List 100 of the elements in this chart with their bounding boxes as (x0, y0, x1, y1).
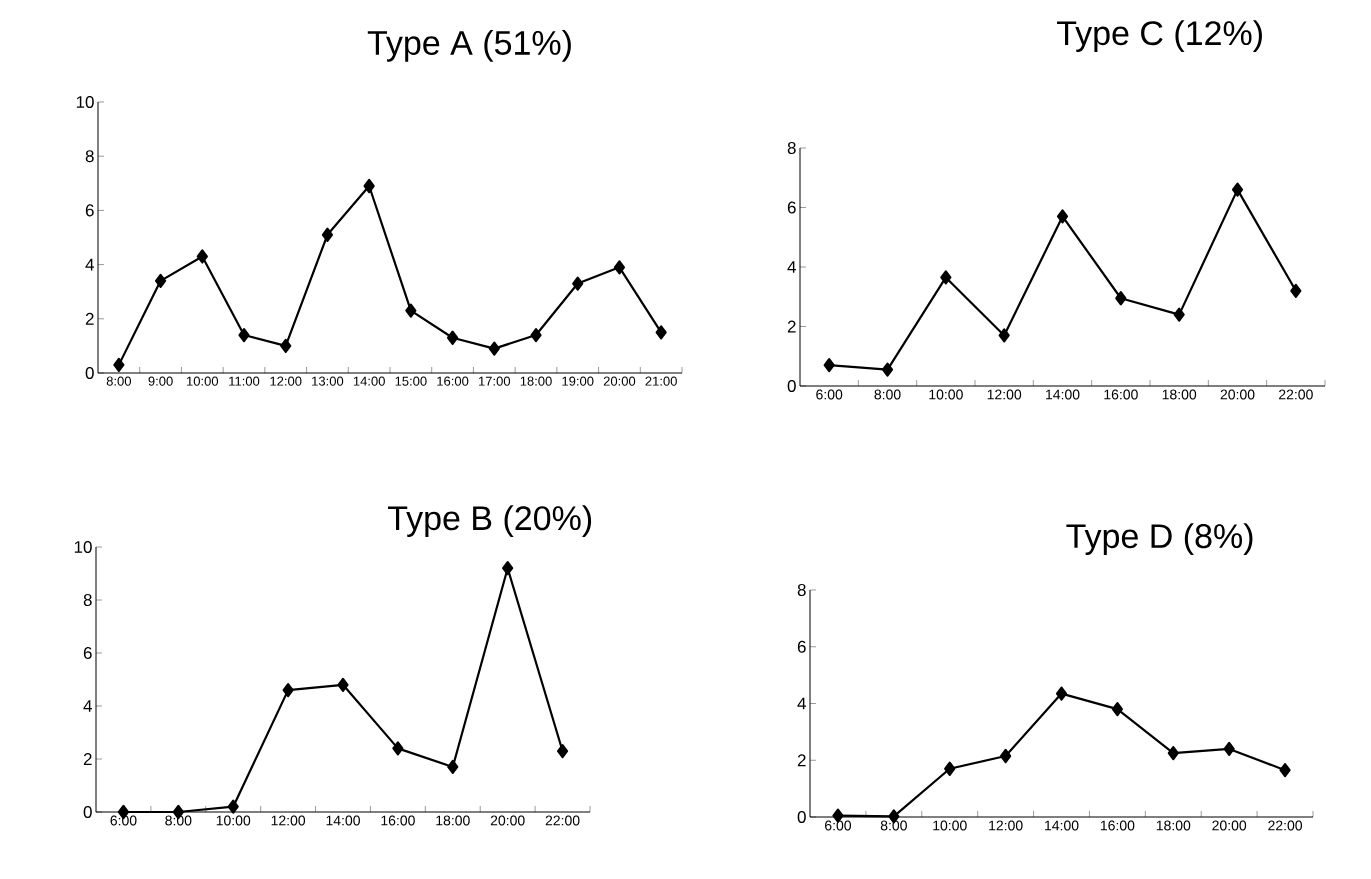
x-tick-label: 21:00 (645, 376, 677, 386)
x-tick-label: 13:00 (312, 376, 344, 386)
x-tick-label: 16:00 (1104, 389, 1138, 400)
x-tick-label: 18:00 (1162, 389, 1197, 400)
y-tick-label: 8 (83, 593, 92, 607)
x-tick-label: 17:00 (479, 376, 511, 386)
point (1115, 291, 1127, 306)
x-tick-label: 20:00 (490, 815, 525, 826)
x-tick-label: 10:00 (187, 376, 219, 386)
point (1056, 209, 1069, 224)
point (196, 249, 208, 264)
x-tick-label: 12:00 (989, 820, 1023, 831)
point (1111, 702, 1123, 717)
point (613, 260, 626, 275)
point (446, 330, 459, 345)
x-tick-label: 9:00 (148, 376, 173, 386)
point (113, 357, 125, 372)
point (823, 358, 835, 373)
x-tick-label: 22:00 (1279, 389, 1313, 400)
x-tick-label: 8:00 (880, 820, 907, 831)
y-tick-label: 4 (787, 261, 796, 273)
y-tick-label: 10 (74, 540, 92, 554)
point (1167, 746, 1179, 761)
x-tick-label: 6:00 (110, 815, 137, 826)
x-tick-label: 20:00 (1212, 820, 1247, 831)
chart-title: Type D (8%) (1066, 523, 1253, 555)
y-tick-label: 4 (83, 700, 92, 712)
point (447, 759, 459, 775)
x-tick-label: 10:00 (216, 815, 251, 826)
point (1279, 763, 1291, 778)
point (321, 227, 334, 242)
x-tick-label: 10:00 (929, 389, 963, 400)
x-tick-label: 22:00 (1268, 820, 1303, 831)
y-tick-label: 4 (797, 697, 806, 710)
point (556, 743, 569, 759)
y-tick-label: 8 (787, 141, 796, 155)
x-tick-label: 8:00 (874, 389, 901, 400)
y-tick-label: 6 (787, 201, 796, 214)
x-tick-label: 16:00 (381, 815, 415, 826)
point (1000, 748, 1012, 764)
x-tick-label: 14:00 (326, 815, 360, 826)
x-tick-label: 14:00 (1046, 389, 1080, 400)
point (238, 327, 250, 343)
x-tick-label: 12:00 (271, 815, 306, 826)
x-tick-label: 16:00 (1100, 820, 1135, 831)
point (282, 683, 294, 698)
x-tick-label: 18:00 (1156, 820, 1191, 831)
y-tick-label: 6 (797, 640, 806, 653)
point (572, 276, 584, 291)
x-tick-label: 15:00 (395, 376, 427, 386)
point (881, 362, 894, 377)
x-tick-label: 10:00 (933, 820, 967, 831)
y-tick-label: 8 (797, 583, 806, 597)
x-tick-label: 12:00 (987, 389, 1022, 400)
point (1055, 686, 1068, 701)
point (392, 741, 404, 756)
chart-title: Type A (51%) (367, 30, 571, 62)
point (337, 677, 349, 692)
chart-title: Type C (12%) (1057, 20, 1262, 52)
y-tick-label: 2 (787, 320, 796, 333)
x-tick-label: 6:00 (816, 389, 843, 400)
y-tick-label: 6 (83, 646, 92, 660)
point (1223, 741, 1235, 756)
y-tick-label: 2 (797, 754, 806, 767)
x-tick-label: 12:00 (270, 376, 302, 386)
y-tick-label: 2 (83, 753, 92, 765)
x-tick-label: 14:00 (1045, 820, 1079, 831)
point (488, 341, 500, 356)
point (405, 303, 417, 318)
point (940, 270, 952, 285)
y-tick-label: 0 (787, 379, 796, 393)
x-tick-label: 16:00 (437, 376, 469, 386)
x-tick-label: 22:00 (545, 815, 580, 826)
y-tick-label: 0 (85, 366, 94, 380)
point (154, 273, 167, 288)
chart-title: Type B (20%) (387, 505, 592, 537)
y-tick-label: 4 (85, 258, 94, 271)
x-tick-label: 20:00 (603, 376, 636, 386)
y-tick-label: 2 (85, 312, 94, 325)
x-tick-label: 11:00 (229, 376, 260, 386)
point (944, 761, 956, 776)
x-tick-label: 18:00 (436, 815, 470, 826)
x-tick-label: 6:00 (825, 820, 852, 831)
point (530, 327, 542, 343)
y-tick-label: 0 (83, 805, 92, 819)
point (363, 178, 375, 194)
point (502, 561, 514, 576)
x-tick-label: 18:00 (520, 376, 552, 386)
y-tick-label: 0 (797, 810, 806, 824)
point (280, 338, 292, 353)
point (655, 325, 667, 340)
x-tick-label: 19:00 (562, 376, 594, 386)
point (1173, 307, 1185, 322)
y-tick-label: 10 (76, 95, 94, 109)
point (1231, 182, 1244, 197)
y-tick-label: 6 (85, 204, 94, 217)
y-tick-label: 8 (85, 150, 94, 163)
x-tick-label: 20:00 (1220, 389, 1255, 400)
point (1290, 283, 1302, 298)
point (998, 328, 1010, 343)
